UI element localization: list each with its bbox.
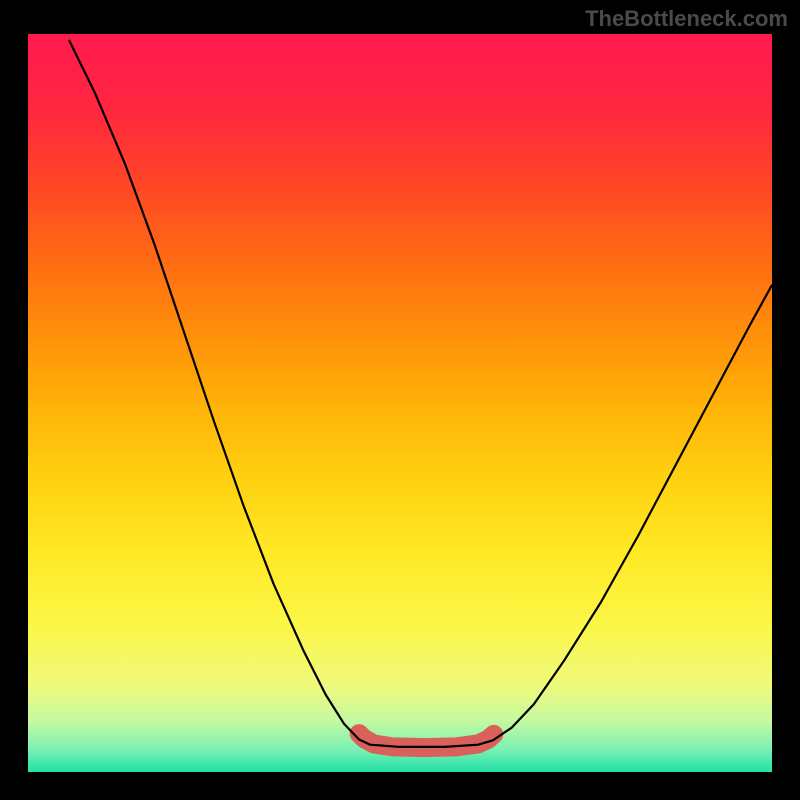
plot-svg [28,34,772,772]
watermark-text: TheBottleneck.com [585,6,788,32]
chart-container: TheBottleneck.com [0,0,800,800]
plot-area [28,34,772,772]
gradient-background [28,34,772,772]
